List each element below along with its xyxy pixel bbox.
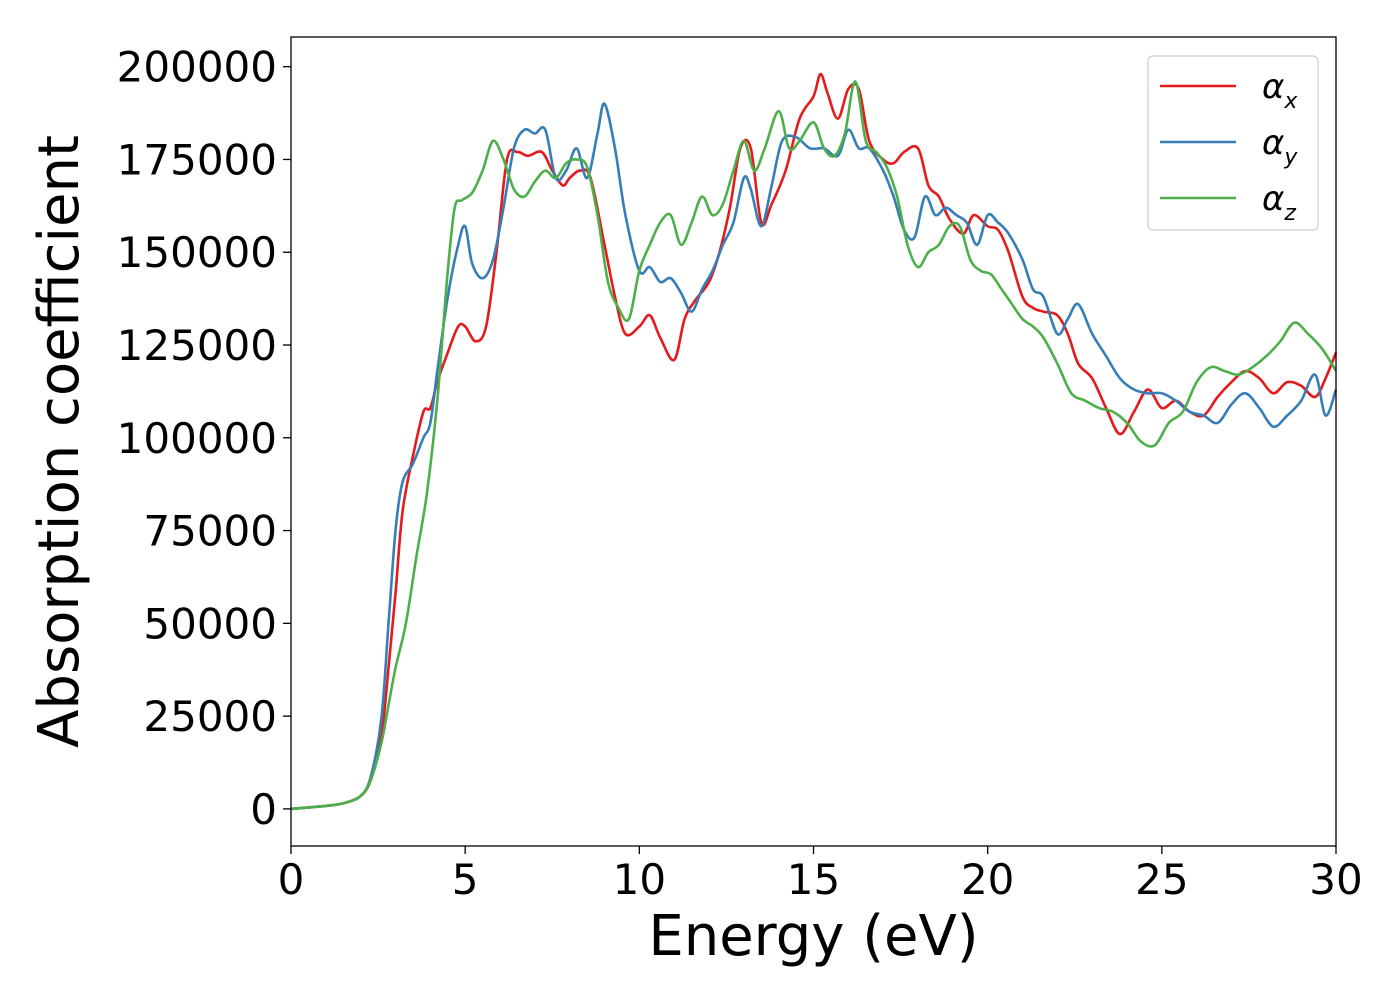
y-tick-label: 200000 — [117, 43, 277, 92]
y-tick-label: 150000 — [117, 228, 277, 277]
series-line-y — [290, 102, 1338, 811]
y-tick-label: 175000 — [117, 135, 277, 184]
x-tick-label: 5 — [452, 855, 479, 904]
legend: αx αy αz — [1147, 55, 1319, 231]
x-axis-label: Energy (eV) — [648, 904, 978, 969]
x-tick-label: 10 — [613, 855, 666, 904]
legend-label-z: αz — [1262, 179, 1296, 226]
x-tick-label: 25 — [1135, 855, 1188, 904]
x-tick-label: 20 — [961, 855, 1014, 904]
x-tick-label: 15 — [787, 855, 840, 904]
y-tick-label: 0 — [250, 785, 277, 834]
y-axis-label: Absorption coefficient — [27, 135, 92, 748]
series-line-z — [290, 80, 1338, 811]
legend-label-x: αx — [1262, 67, 1298, 114]
y-axis-ticks: 0 25000 50000 75000 100000 125000 150000 175000… — [117, 43, 291, 834]
y-tick-label: 125000 — [117, 321, 277, 370]
y-tick-label: 25000 — [143, 692, 277, 741]
y-tick-label: 100000 — [117, 414, 277, 463]
x-tick-label: 0 — [278, 855, 305, 904]
x-axis-ticks: 0 5 10 15 20 25 30 — [278, 846, 1363, 904]
legend-label-y: αy — [1262, 123, 1298, 170]
y-tick-label: 75000 — [143, 507, 277, 556]
series-line-x — [290, 72, 1338, 811]
y-tick-label: 50000 — [143, 599, 277, 648]
x-tick-label: 30 — [1309, 855, 1362, 904]
series-layer — [290, 72, 1338, 811]
